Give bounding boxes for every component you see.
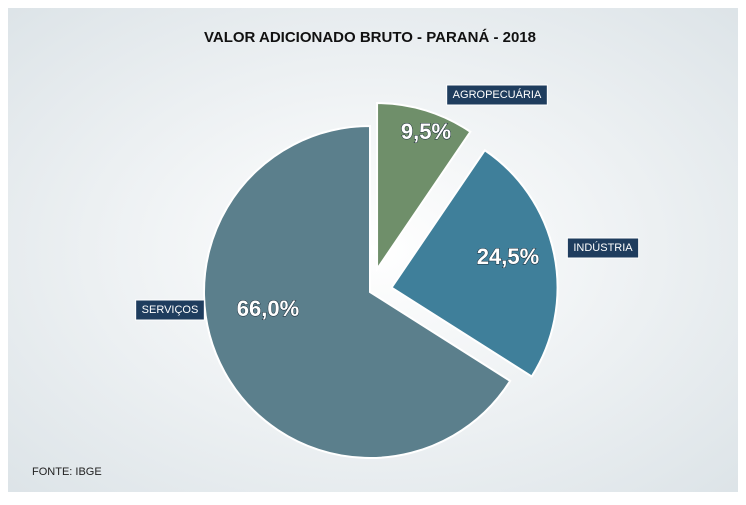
pie-slice — [376, 102, 472, 273]
value-label: 9,5% — [401, 119, 451, 144]
category-label: SERVIÇOS — [135, 299, 205, 321]
value-label: 66,0% — [237, 296, 299, 321]
category-label: INDÚSTRIA — [566, 237, 640, 259]
category-text: AGROPECUÁRIA — [453, 88, 542, 101]
label-box — [135, 299, 205, 321]
category-text: SERVIÇOS — [142, 304, 199, 316]
pie-slice — [390, 148, 559, 378]
pie-slice — [203, 124, 512, 459]
value-label: 24,5% — [477, 244, 539, 269]
category-label: AGROPECUÁRIA — [446, 84, 548, 106]
category-text: INDÚSTRIA — [573, 241, 633, 254]
chart-title: VALOR ADICIONADO BRUTO - PARANÁ - 2018 — [204, 29, 536, 46]
label-box — [446, 84, 548, 106]
label-box — [566, 237, 640, 259]
source-note: FONTE: IBGE — [32, 466, 102, 478]
